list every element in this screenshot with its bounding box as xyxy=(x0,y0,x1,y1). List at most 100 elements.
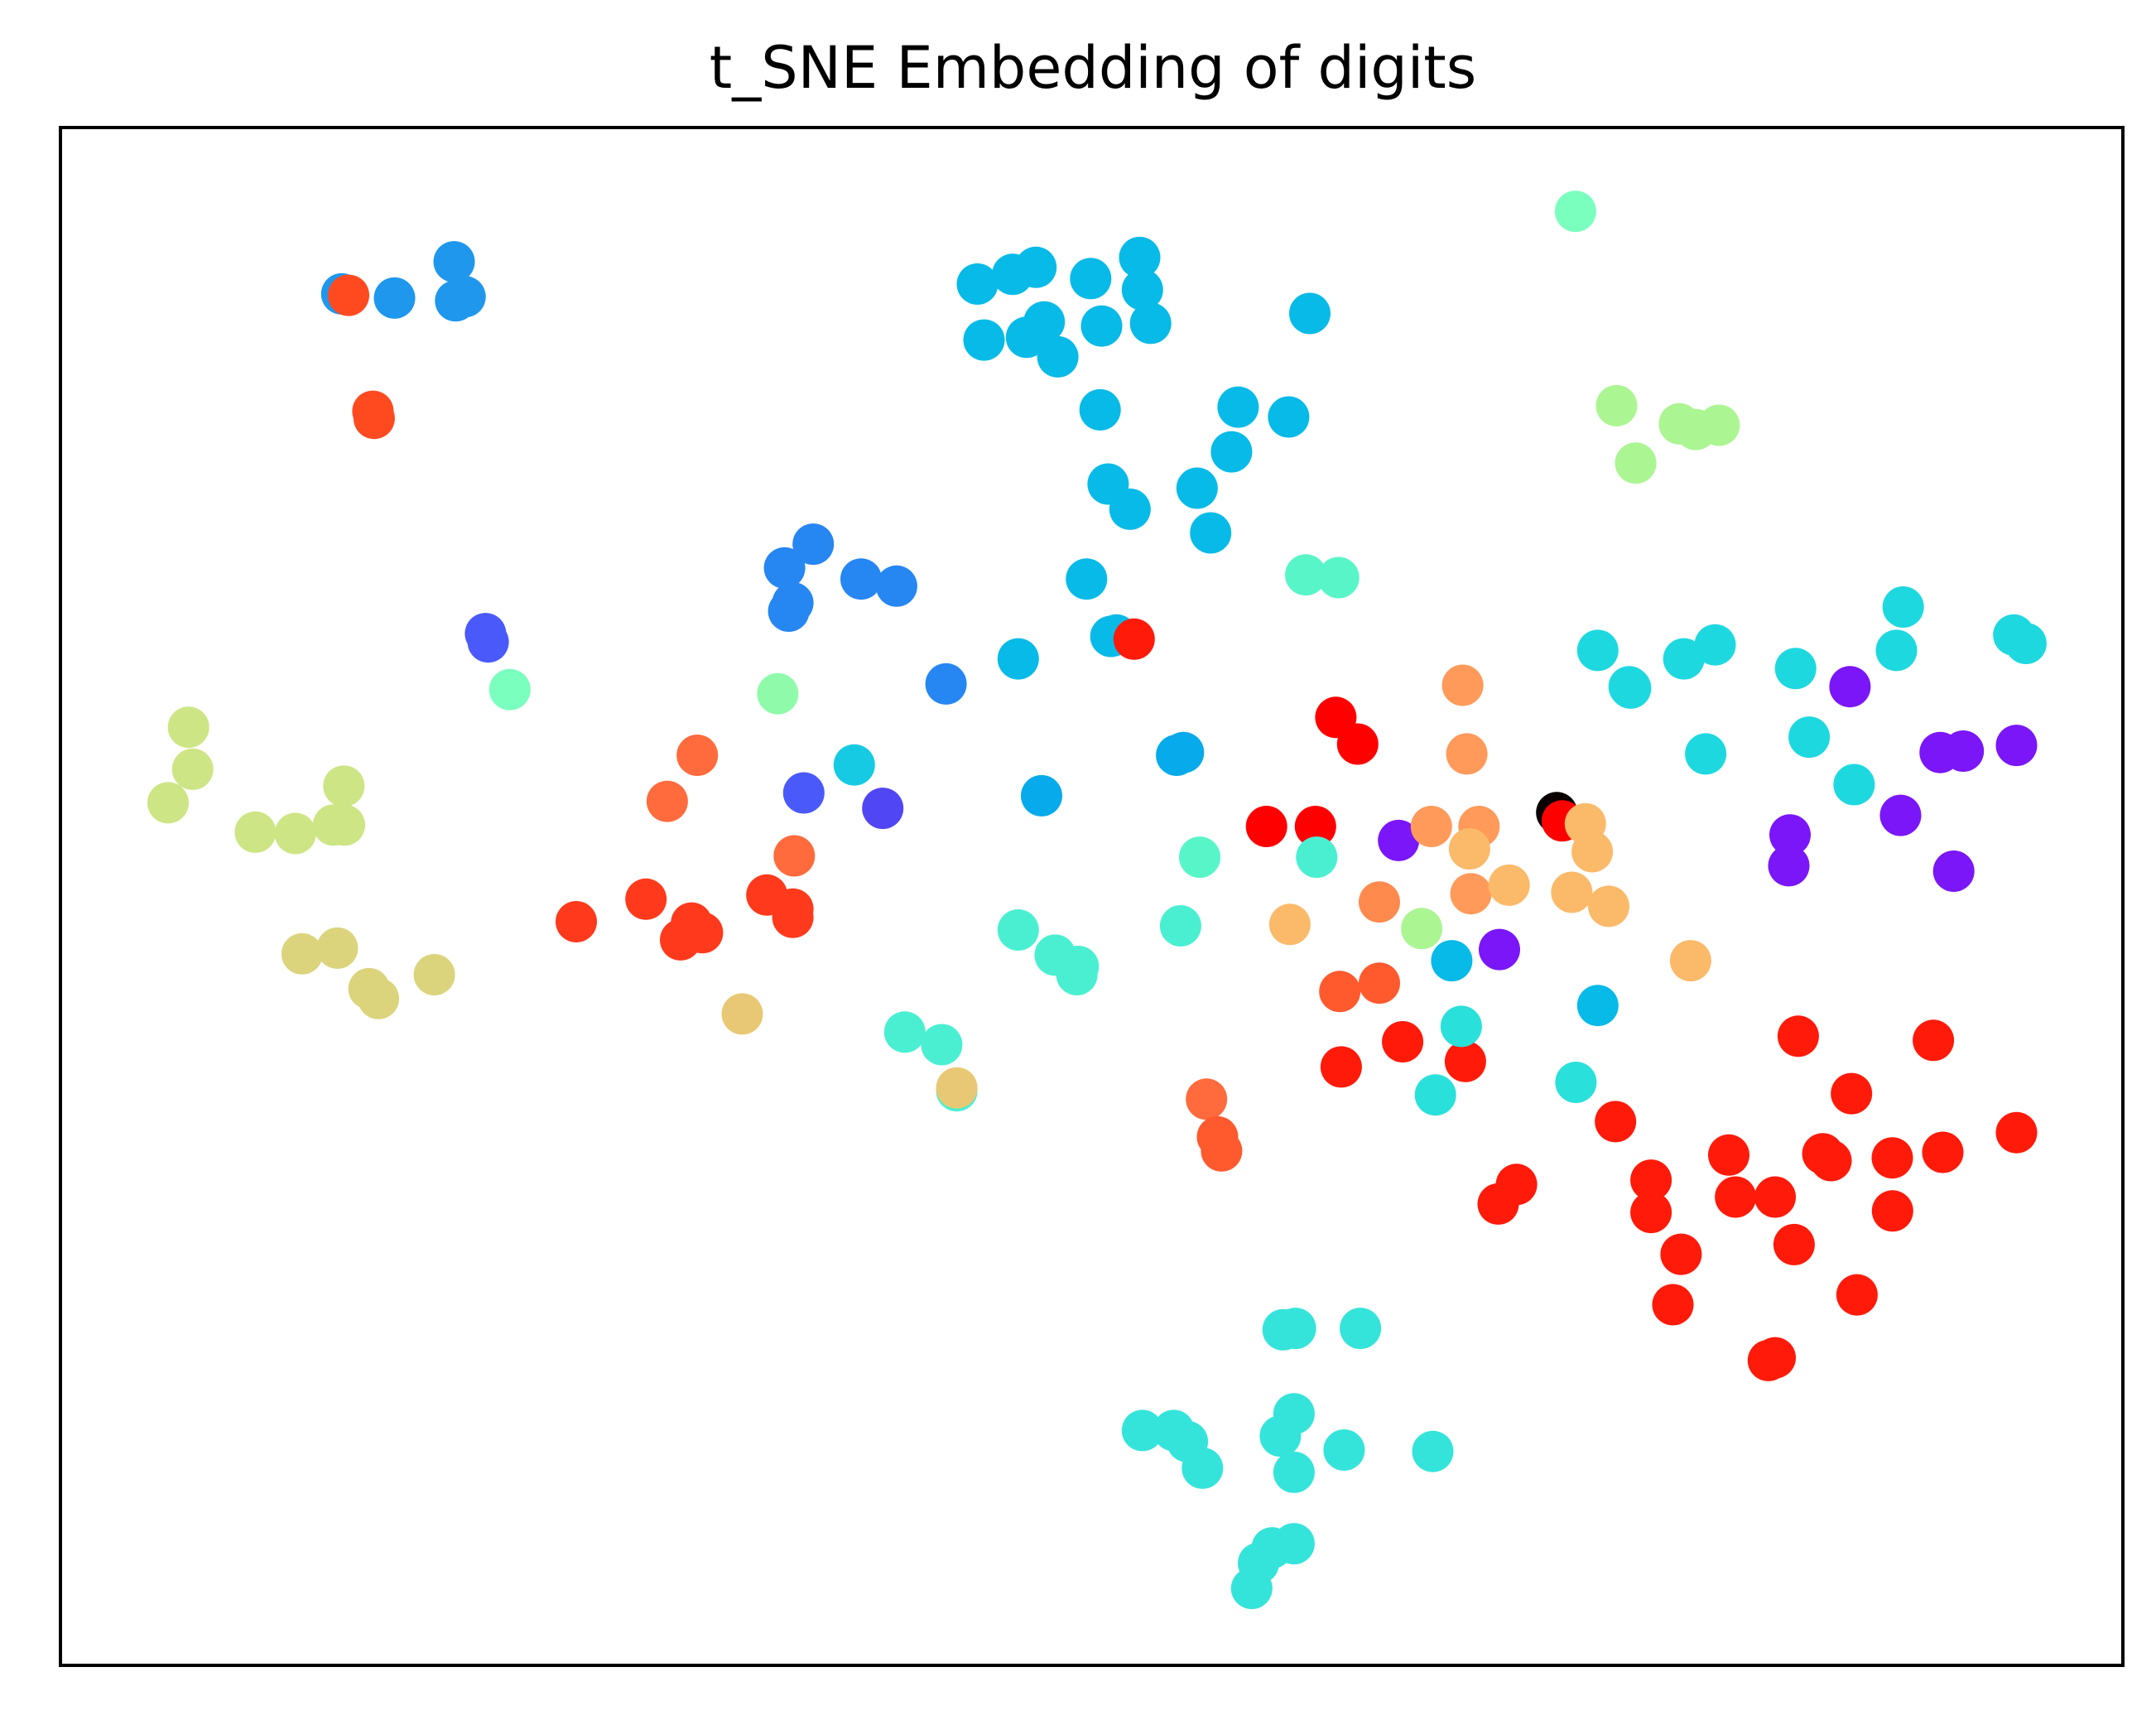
scatter-point-163 xyxy=(1715,1176,1757,1218)
scatter-point-112 xyxy=(1401,908,1443,950)
scatter-point-121 xyxy=(1414,1074,1456,1116)
chart-title: t_SNE Embedding of digits xyxy=(710,34,1476,102)
scatter-point-152 xyxy=(1777,1015,1819,1058)
scatter-point-60 xyxy=(324,804,365,846)
scatter-point-68 xyxy=(773,835,816,877)
scatter-point-20 xyxy=(1289,292,1331,335)
scatter-point-28 xyxy=(1190,512,1232,554)
scatter-point-125 xyxy=(1564,802,1606,845)
scatter-point-156 xyxy=(1708,1134,1749,1176)
points-layer xyxy=(147,190,2047,1610)
scatter-point-81 xyxy=(1021,774,1062,817)
scatter-point-99 xyxy=(1245,806,1287,847)
scatter-point-53 xyxy=(167,706,209,749)
scatter-point-136 xyxy=(1685,733,1727,775)
scatter-point-29 xyxy=(1066,558,1108,600)
scatter-point-27 xyxy=(1176,467,1218,509)
scatter-point-66 xyxy=(676,735,719,776)
scatter-point-176 xyxy=(1274,1308,1316,1350)
scatter-point-36 xyxy=(1698,404,1740,446)
scatter-point-105 xyxy=(1410,806,1452,847)
scatter-point-93 xyxy=(936,1067,978,1109)
scatter-point-98 xyxy=(1336,723,1379,765)
scatter-point-19 xyxy=(1129,302,1172,344)
scatter-point-160 xyxy=(1922,1131,1964,1173)
scatter-point-12 xyxy=(1119,236,1161,278)
scatter-point-26 xyxy=(1109,488,1151,530)
scatter-point-17 xyxy=(1037,335,1079,378)
scatter-point-86 xyxy=(997,909,1039,951)
scatter-point-11 xyxy=(1070,258,1112,300)
plot-frame xyxy=(59,126,2125,1667)
scatter-point-116 xyxy=(1359,962,1400,1005)
scatter-point-56 xyxy=(323,765,365,807)
scatter-point-169 xyxy=(1660,1233,1702,1275)
scatter-point-10 xyxy=(1015,246,1057,288)
scatter-point-21 xyxy=(1079,388,1121,431)
scatter-point-113 xyxy=(1431,940,1473,982)
scatter-point-5 xyxy=(444,276,486,318)
scatter-point-104 xyxy=(1446,733,1488,775)
scatter-point-91 xyxy=(921,1024,963,1066)
scatter-point-84 xyxy=(1179,836,1220,879)
scatter-point-3 xyxy=(433,241,475,283)
scatter-point-39 xyxy=(1317,556,1360,599)
scatter-point-13 xyxy=(1121,268,1163,311)
scatter-point-149 xyxy=(1769,814,1811,856)
scatter-point-16 xyxy=(1023,301,1066,343)
scatter-point-24 xyxy=(1210,431,1253,473)
scatter-point-94 xyxy=(1186,1078,1228,1120)
scatter-point-8 xyxy=(956,263,999,305)
scatter-point-78 xyxy=(782,772,825,814)
scatter-point-131 xyxy=(1576,629,1619,672)
scatter-point-55 xyxy=(147,782,189,824)
scatter-point-101 xyxy=(1296,836,1338,879)
scatter-point-139 xyxy=(1833,764,1875,806)
scatter-point-89 xyxy=(1057,946,1100,987)
scatter-point-14 xyxy=(963,319,1005,361)
scatter-point-47 xyxy=(467,621,509,663)
scatter-point-138 xyxy=(1788,716,1831,759)
scatter-point-80 xyxy=(833,744,875,786)
scatter-point-73 xyxy=(681,912,724,954)
scatter-point-62 xyxy=(316,927,359,969)
scatter-point-181 xyxy=(1181,1447,1224,1489)
scatter-point-83 xyxy=(1162,731,1205,773)
scatter-point-130 xyxy=(1555,1062,1597,1103)
scatter-point-120 xyxy=(1440,1005,1482,1048)
scatter-point-151 xyxy=(1932,850,1975,892)
scatter-point-1 xyxy=(328,274,369,316)
scatter-point-2 xyxy=(373,277,416,319)
scatter-point-126 xyxy=(1551,871,1593,913)
scatter-point-183 xyxy=(1259,1415,1302,1457)
scatter-point-38 xyxy=(1285,554,1327,596)
scatter-point-69 xyxy=(556,901,597,942)
scatter-point-18 xyxy=(1080,305,1123,347)
scatter-point-146 xyxy=(1942,730,1985,772)
scatter-point-150 xyxy=(1768,845,1810,887)
scatter-point-155 xyxy=(1595,1101,1637,1143)
scatter-point-186 xyxy=(1412,1430,1454,1472)
scatter-point-31 xyxy=(997,638,1039,680)
scatter-point-45 xyxy=(768,590,810,632)
scatter-point-127 xyxy=(1588,885,1629,927)
scatter-point-147 xyxy=(1995,725,2038,767)
scatter-point-168 xyxy=(1477,1183,1519,1225)
scatter-point-133 xyxy=(1610,667,1652,709)
scatter-point-48 xyxy=(488,668,531,711)
scatter-point-23 xyxy=(1268,396,1310,438)
scatter-point-110 xyxy=(1359,881,1400,923)
scatter-point-50 xyxy=(925,662,967,705)
scatter-point-58 xyxy=(274,812,316,855)
scatter-point-77 xyxy=(721,993,763,1035)
scatter-point-134 xyxy=(1663,638,1705,680)
scatter-point-7 xyxy=(353,397,395,440)
scatter-point-57 xyxy=(234,811,277,853)
scatter-point-76 xyxy=(772,896,814,938)
scatter-point-118 xyxy=(1320,1046,1362,1088)
scatter-point-129 xyxy=(1576,985,1619,1027)
scatter-point-22 xyxy=(1217,386,1259,428)
scatter-point-33 xyxy=(1595,384,1638,426)
scatter-point-67 xyxy=(646,780,688,822)
scatter-point-100 xyxy=(1294,806,1336,847)
